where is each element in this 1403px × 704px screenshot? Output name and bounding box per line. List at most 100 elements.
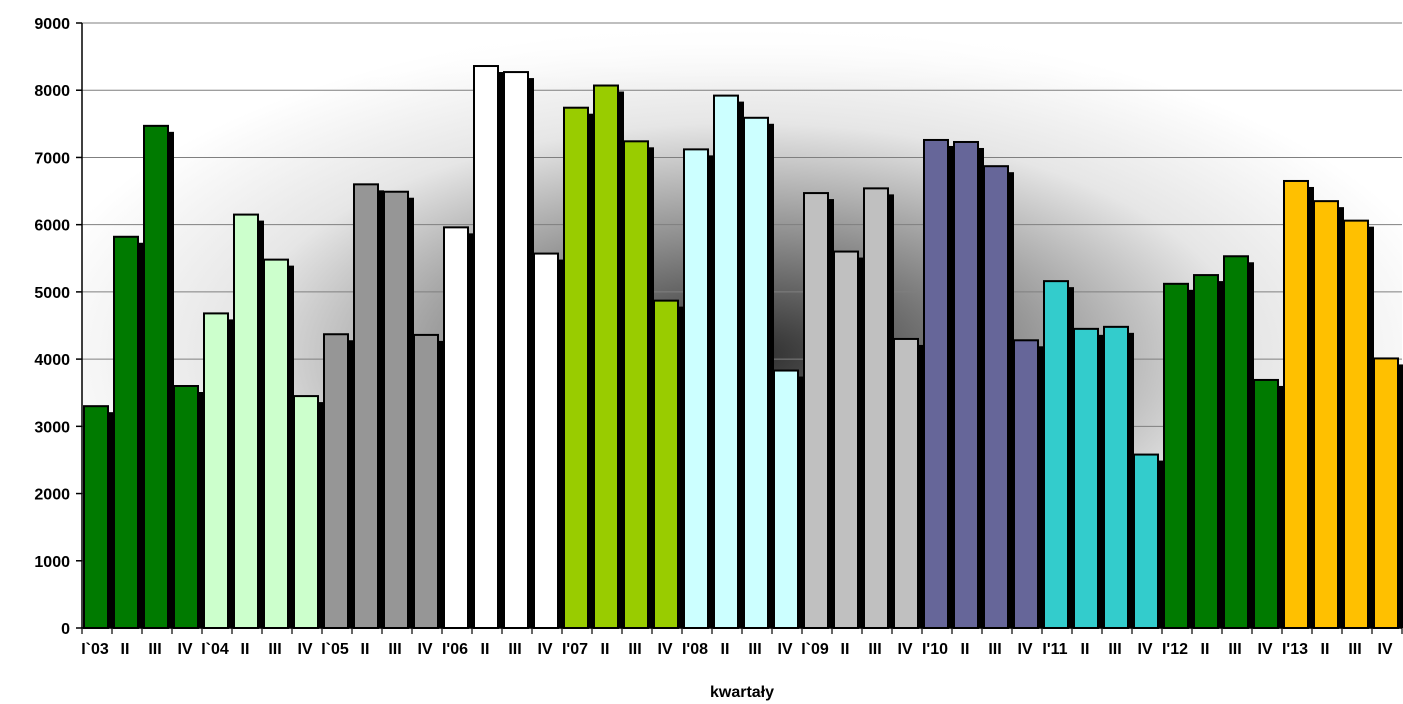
bar-face [1103, 325, 1129, 629]
x-tick-label: I'07 [562, 641, 588, 658]
x-tick-label: II [241, 641, 250, 658]
bar [143, 124, 174, 629]
bar-face [1163, 282, 1189, 629]
bar-face [713, 94, 739, 630]
bars [83, 65, 1403, 630]
x-tick-label: III [748, 641, 761, 658]
y-tick-label: 3000 [34, 419, 70, 436]
bar [503, 71, 534, 630]
x-tick-label: III [268, 641, 281, 658]
x-tick-label: I`09 [801, 641, 829, 658]
bar-face [773, 369, 799, 629]
x-tick-label: II [481, 641, 490, 658]
bar-face [293, 395, 319, 630]
bar-face [563, 106, 589, 629]
bar-face [143, 124, 169, 629]
bar-face [473, 65, 499, 630]
bar [863, 187, 894, 629]
x-tick-label: III [148, 641, 161, 658]
bar [1313, 200, 1344, 629]
y-tick-label: 1000 [34, 554, 70, 571]
x-tick-label: II [841, 641, 850, 658]
x-tick-label: IV [537, 641, 552, 658]
x-tick-label: IV [657, 641, 672, 658]
bar-face [383, 190, 409, 629]
bar-face [653, 299, 679, 629]
bar [953, 140, 984, 629]
x-tick-label: I`03 [81, 641, 109, 658]
x-tick-label: III [868, 641, 881, 658]
bar-face [323, 333, 349, 629]
x-tick-label: II [1321, 641, 1330, 658]
x-tick-label: III [988, 641, 1001, 658]
bar [1373, 357, 1403, 629]
x-tick-label: IV [177, 641, 192, 658]
y-tick-label: 6000 [34, 218, 70, 235]
x-axis-title: kwartały [710, 684, 774, 701]
bar-face [203, 312, 229, 629]
y-tick-label: 4000 [34, 352, 70, 369]
bar [1133, 453, 1164, 630]
axes [76, 22, 1403, 634]
bar [533, 252, 564, 629]
bar-face [923, 138, 949, 629]
bar [1253, 378, 1284, 630]
y-tick-label: 9000 [34, 16, 70, 33]
x-tick-label: I`04 [201, 641, 229, 658]
x-tick-labels: I`03 II III IV I`04 II III IV I`05 II III IV I'06 II I… [81, 641, 1393, 658]
bar [773, 369, 804, 629]
x-tick-label: I'11 [1042, 641, 1067, 658]
bar-face [593, 84, 619, 630]
bar [653, 299, 684, 629]
x-tick-label: I'13 [1282, 641, 1308, 658]
y-tick-labels: 0 1000 2000 3000 4000 5000 6000 7000 8000 9000 [34, 16, 70, 638]
x-tick-label: II [361, 641, 370, 658]
x-tick-label: II [721, 641, 730, 658]
bar-face [113, 235, 139, 629]
bar [203, 312, 234, 629]
y-tick-label: 0 [61, 621, 70, 638]
bar-face [353, 183, 379, 629]
bar [1163, 282, 1194, 629]
bar-face [1193, 274, 1219, 629]
bar-face [1313, 200, 1339, 629]
bar [233, 213, 264, 629]
bar-face [173, 385, 199, 629]
x-tick-label: II [1201, 641, 1210, 658]
bar-face [953, 140, 979, 629]
bar [473, 65, 504, 630]
x-tick-label: III [628, 641, 641, 658]
bar [1283, 179, 1314, 629]
x-tick-label: IV [1377, 641, 1392, 658]
bar-face [683, 148, 709, 629]
bar-face [1343, 219, 1369, 629]
bar-face [533, 252, 559, 629]
bar-face [1373, 357, 1399, 629]
bar [413, 333, 444, 629]
bar [1073, 327, 1104, 629]
x-tick-label: IV [297, 641, 312, 658]
bar [1103, 325, 1134, 629]
bar-face [893, 337, 919, 629]
bar [323, 333, 354, 629]
x-tick-label: III [1108, 641, 1121, 658]
bar [983, 165, 1014, 630]
x-tick-label: IV [1017, 641, 1032, 658]
bar-face [1073, 327, 1099, 629]
y-tick-label: 5000 [34, 285, 70, 302]
bar [833, 250, 864, 630]
bar-face [1253, 378, 1279, 630]
bar [683, 148, 714, 629]
bar [623, 140, 654, 630]
bar [593, 84, 624, 630]
bar [353, 183, 384, 629]
x-tick-label: III [1348, 641, 1361, 658]
bar-face [743, 116, 769, 630]
bar-face [983, 165, 1009, 630]
bar [113, 235, 144, 629]
bar [443, 226, 474, 629]
y-tick-label: 8000 [34, 83, 70, 100]
bar [293, 395, 324, 630]
x-tick-label: II [961, 641, 970, 658]
